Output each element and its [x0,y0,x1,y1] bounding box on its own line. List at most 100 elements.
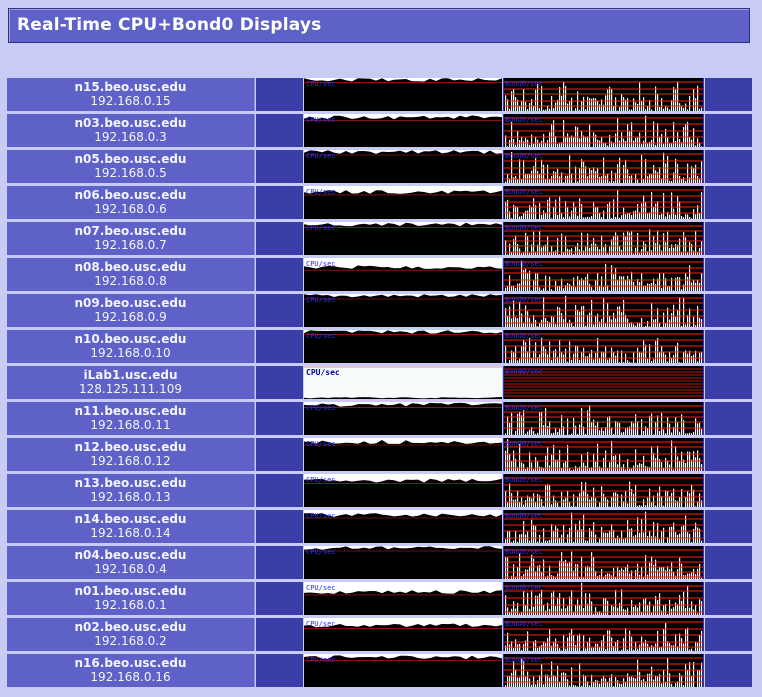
bond0-bar [541,499,543,507]
bond0-bar [543,288,545,291]
bond0-bar [553,251,555,255]
bond0-bar [581,582,583,615]
bond0-bar [573,634,575,651]
bond0-bar [677,500,679,507]
bond0-bar [549,629,551,651]
bond0-bar [545,348,547,363]
bond0-bar [647,106,649,111]
bond0-bar [591,647,593,651]
bond0-bar [571,628,573,651]
bond0-bar [613,456,615,471]
bond0-bar [651,666,653,687]
end-cell [705,330,752,363]
bond0-bar [615,492,617,507]
bond0-bar [577,635,579,651]
bond0-bar [621,94,623,111]
bond0-bar [671,432,673,435]
host-cell: n09.beo.usc.edu 192.168.0.9 [7,294,255,327]
node-row: n08.beo.usc.edu 192.168.0.8 CPU/sec Bond0/s… [6,257,754,292]
bond0-bar [621,649,623,651]
bond0-bar [533,350,535,363]
bond0-bar [537,648,539,651]
bond0-bar [627,649,629,651]
bond0-bar [555,638,557,651]
bond0-bar [641,419,643,435]
host-cell: n12.beo.usc.edu 192.168.0.12 [7,438,255,471]
bond0-bar [519,553,521,579]
bond0-bar [631,231,633,255]
bond0-bar [601,640,603,651]
bond0-bar [543,605,545,615]
bond0-bar [573,494,575,507]
bond0-bar [685,273,687,291]
bond0-bar [671,143,673,147]
bond0-bar [609,290,611,291]
bond0-bar [649,229,651,255]
bond0-bar [541,571,543,579]
bond0-bar [663,273,665,291]
bond0-bar [659,459,661,471]
bond0-bar [615,216,617,219]
bond0-bar [699,563,701,579]
bond0-bar [521,576,523,579]
cpu-load-area [304,294,502,298]
bond0-bar [649,173,651,183]
bond0-bar [631,489,633,507]
bond0-bar [525,433,527,435]
bond0-bar [517,360,519,363]
bond0-bar [589,98,591,111]
bond0-bar [527,351,529,363]
host-name: n04.beo.usc.edu [74,548,187,562]
bond0-bar [601,612,603,615]
bond0-bar [611,218,613,219]
bond0-bar [547,484,549,507]
bond0-bar [661,287,663,291]
bond0-bar [553,350,555,363]
bond0-bar [595,534,597,543]
bond0-bar [607,285,609,291]
bond0-bar [507,416,509,435]
bond0-bar [635,535,637,543]
bond0-bar [517,99,519,111]
bond0-bar [639,351,641,363]
bond0-bar [571,135,573,147]
bond0-bar [625,682,627,687]
bond0-bar [553,445,555,471]
bond0-bar [523,504,525,507]
bond0-bar [625,428,627,435]
bond0-bar [651,109,653,111]
host-cell: n03.beo.usc.edu 192.168.0.3 [7,114,255,147]
bond0-bar [525,137,527,147]
bond0-bar [573,136,575,147]
cpu-load-area [304,330,502,334]
bond0-bar [641,317,643,327]
bond0-bar [693,128,695,147]
bond0-bar [545,275,547,291]
bond0-bar [513,89,515,111]
bond0-bar [675,277,677,291]
host-name: n06.beo.usc.edu [74,188,187,202]
bond0-bar [637,204,639,219]
bond0-bar [593,419,595,435]
bond0-bar [559,560,561,579]
bond0-bar [677,681,679,687]
bond0-bar [685,462,687,471]
bond0-bar [657,415,659,435]
bond0-bar [593,202,595,219]
bond0-bar [629,361,631,363]
bond0-bar [553,108,555,111]
bond0-bar [585,166,587,183]
bond0-bar [623,539,625,543]
bond0-bar [543,296,545,327]
bond0-bar [533,469,535,471]
bond0-bar [539,645,541,651]
bond0-bar [655,675,657,687]
bond0-bar [515,205,517,219]
bond0-bar [543,425,545,435]
spacer-cell [256,186,303,219]
bond0-bar [617,306,619,327]
bond0-bar [529,173,531,183]
bond0-bar [533,105,535,111]
bond0-bar [507,607,509,615]
bond0-bar [615,232,617,255]
